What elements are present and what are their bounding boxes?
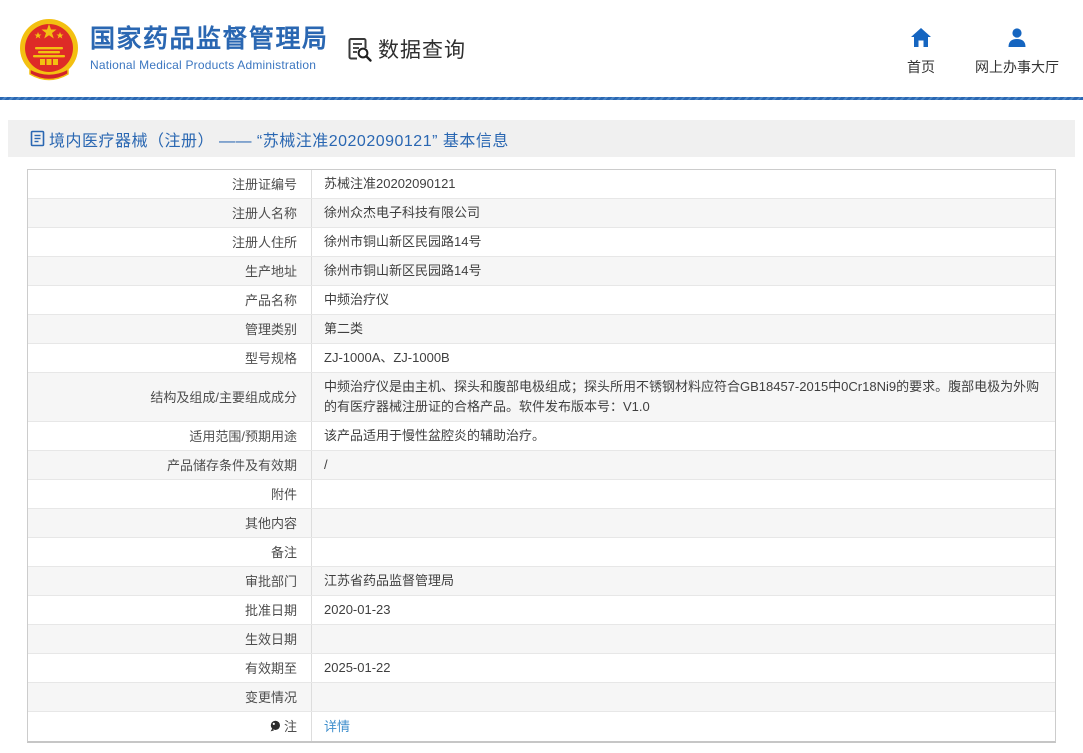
row-value-cell: 中频治疗仪 <box>312 286 1055 314</box>
table-row: 型号规格 ZJ-1000A、ZJ-1000B <box>28 344 1055 373</box>
row-value: 徐州众杰电子科技有限公司 <box>324 205 481 220</box>
page-title-bar: 境内医疗器械（注册） —— “苏械注准20202090121” 基本信息 <box>8 120 1075 157</box>
table-row: 产品名称 中频治疗仪 <box>28 286 1055 315</box>
nav-item-service-hall[interactable]: 网上办事大厅 <box>975 27 1059 77</box>
row-value: 徐州市铜山新区民园路14号 <box>324 234 482 249</box>
nmpa-emblem-logo <box>20 19 78 81</box>
document-icon <box>30 130 45 147</box>
table-row: 备注 <box>28 538 1055 567</box>
table-row: 注册人名称 徐州众杰电子科技有限公司 <box>28 199 1055 228</box>
row-label: 生产地址 <box>28 257 312 285</box>
row-value: 第二类 <box>324 321 364 336</box>
org-name: 国家药品监督管理局 <box>90 25 329 53</box>
row-label: 其他内容 <box>28 509 312 537</box>
row-label: 管理类别 <box>28 315 312 343</box>
row-value-cell: 徐州市铜山新区民园路14号 <box>312 228 1055 256</box>
row-value-cell: 中频治疗仪是由主机、探头和腹部电极组成；探头所用不锈钢材料应符合GB18457-… <box>312 373 1055 421</box>
row-value-cell: ZJ-1000A、ZJ-1000B <box>312 344 1055 372</box>
row-label: 注 <box>28 712 312 741</box>
row-value: 苏械注准20202090121 <box>324 176 456 191</box>
table-row: 适用范围/预期用途 该产品适用于慢性盆腔炎的辅助治疗。 <box>28 422 1055 451</box>
row-value-cell: 2025-01-22 <box>312 654 1055 682</box>
row-label: 变更情况 <box>28 683 312 711</box>
row-label: 产品名称 <box>28 286 312 314</box>
row-label: 生效日期 <box>28 625 312 653</box>
table-row: 附件 <box>28 480 1055 509</box>
row-value: 2025-01-22 <box>324 660 391 675</box>
page-title: 境内医疗器械（注册） —— “苏械注准20202090121” 基本信息 <box>49 132 509 150</box>
row-label: 批准日期 <box>28 596 312 624</box>
row-value: 2020-01-23 <box>324 602 391 617</box>
row-label: 适用范围/预期用途 <box>28 422 312 450</box>
nav-label: 首页 <box>907 59 935 75</box>
row-value: 中频治疗仪 <box>324 292 390 307</box>
user-icon <box>1006 27 1028 48</box>
row-value: ZJ-1000A、ZJ-1000B <box>324 350 450 365</box>
table-row: 产品储存条件及有效期 / <box>28 451 1055 480</box>
table-row: 注详情 <box>28 712 1055 741</box>
row-value: 该产品适用于慢性盆腔炎的辅助治疗。 <box>324 428 546 443</box>
row-value-cell <box>312 509 1055 537</box>
site-header: 国家药品监督管理局 National Medical Products Admi… <box>0 0 1083 97</box>
info-table: 注册证编号 苏械注准20202090121 注册人名称 徐州众杰电子科技有限公司 注册人… <box>27 169 1056 743</box>
table-row: 生效日期 <box>28 625 1055 654</box>
data-query-icon <box>346 36 373 63</box>
nav-label: 网上办事大厅 <box>975 59 1059 75</box>
org-name-en: National Medical Products Administration <box>90 57 317 72</box>
row-value-cell: 详情 <box>312 712 1055 741</box>
row-label: 审批部门 <box>28 567 312 595</box>
home-icon <box>910 27 932 48</box>
row-value-cell <box>312 480 1055 508</box>
row-value-cell: 第二类 <box>312 315 1055 343</box>
bulb-icon <box>269 720 281 733</box>
row-value: 江苏省药品监督管理局 <box>324 573 455 588</box>
table-row: 审批部门 江苏省药品监督管理局 <box>28 567 1055 596</box>
row-value: / <box>324 457 328 472</box>
org-title-block: 国家药品监督管理局 National Medical Products Admi… <box>90 25 329 72</box>
row-value-cell: 徐州市铜山新区民园路14号 <box>312 257 1055 285</box>
row-label: 产品储存条件及有效期 <box>28 451 312 479</box>
row-label: 型号规格 <box>28 344 312 372</box>
header-divider <box>0 97 1083 100</box>
row-label: 附件 <box>28 480 312 508</box>
header-nav: 首页 网上办事大厅 <box>907 27 1059 77</box>
row-value-cell <box>312 538 1055 566</box>
row-label: 备注 <box>28 538 312 566</box>
row-value-cell: / <box>312 451 1055 479</box>
row-label: 注册人名称 <box>28 199 312 227</box>
table-row: 有效期至 2025-01-22 <box>28 654 1055 683</box>
row-value-cell: 该产品适用于慢性盆腔炎的辅助治疗。 <box>312 422 1055 450</box>
table-row: 变更情况 <box>28 683 1055 712</box>
row-value-cell: 2020-01-23 <box>312 596 1055 624</box>
row-value-cell <box>312 683 1055 711</box>
row-value-cell: 徐州众杰电子科技有限公司 <box>312 199 1055 227</box>
row-value-cell: 苏械注准20202090121 <box>312 170 1055 198</box>
row-label: 结构及组成/主要组成成分 <box>28 373 312 421</box>
data-query-section[interactable]: 数据查询 <box>346 34 466 64</box>
table-row: 管理类别 第二类 <box>28 315 1055 344</box>
table-row: 注册人住所 徐州市铜山新区民园路14号 <box>28 228 1055 257</box>
table-row: 批准日期 2020-01-23 <box>28 596 1055 625</box>
table-row: 注册证编号 苏械注准20202090121 <box>28 170 1055 199</box>
row-label: 注册证编号 <box>28 170 312 198</box>
table-row: 其他内容 <box>28 509 1055 538</box>
row-value-cell: 江苏省药品监督管理局 <box>312 567 1055 595</box>
row-value-cell <box>312 625 1055 653</box>
row-value: 中频治疗仪是由主机、探头和腹部电极组成；探头所用不锈钢材料应符合GB18457-… <box>324 379 1040 414</box>
nav-item-home[interactable]: 首页 <box>907 27 935 77</box>
row-label: 注册人住所 <box>28 228 312 256</box>
detail-link[interactable]: 详情 <box>324 718 351 734</box>
row-value: 徐州市铜山新区民园路14号 <box>324 263 482 278</box>
table-row: 结构及组成/主要组成成分 中频治疗仪是由主机、探头和腹部电极组成；探头所用不锈钢材… <box>28 373 1055 422</box>
table-row: 生产地址 徐州市铜山新区民园路14号 <box>28 257 1055 286</box>
row-label: 有效期至 <box>28 654 312 682</box>
data-query-label: 数据查询 <box>378 39 466 62</box>
